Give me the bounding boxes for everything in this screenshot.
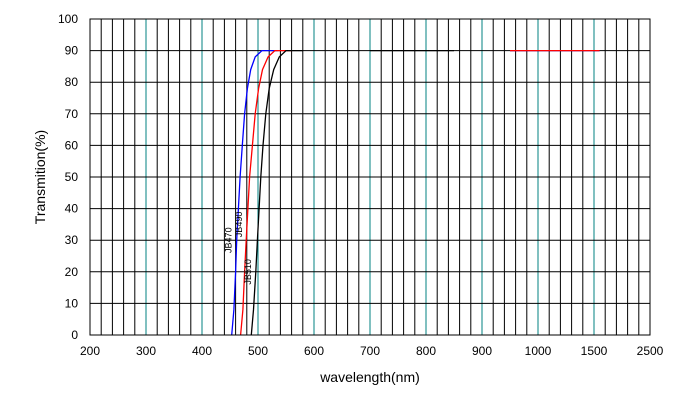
- x-tick-label: 1500: [581, 344, 608, 358]
- x-tick-label: 1000: [525, 344, 552, 358]
- x-tick-label: 700: [360, 344, 380, 358]
- chart-series: [231, 49, 600, 336]
- x-tick-label: 900: [472, 344, 492, 358]
- y-tick-label: 30: [65, 233, 79, 247]
- y-tick-label: 90: [65, 44, 79, 58]
- y-tick-label: 40: [65, 202, 79, 216]
- y-tick-label: 100: [58, 12, 78, 26]
- series-line-jb490: [239, 49, 292, 336]
- y-tick-label: 0: [71, 328, 78, 342]
- series-label-jb490: JB490: [234, 212, 244, 238]
- series-line-jb510: [250, 49, 303, 336]
- y-tick-label: 60: [65, 138, 79, 152]
- x-axis-label: wavelength(nm): [319, 369, 420, 385]
- plot-frame: [89, 18, 651, 336]
- series-label-jb470: JB470: [224, 227, 234, 253]
- y-tick-label: 80: [65, 75, 79, 89]
- y-tick-label: 10: [65, 296, 79, 310]
- x-tick-label: 500: [248, 344, 268, 358]
- x-tick-label: 600: [304, 344, 324, 358]
- x-tick-label: 400: [192, 344, 212, 358]
- y-tick-label: 50: [65, 170, 79, 184]
- series-line-jb470: [231, 49, 278, 336]
- x-tick-label: 300: [136, 344, 156, 358]
- y-axis-label: Transmition(%): [32, 130, 48, 224]
- y-tick-label: 20: [65, 265, 79, 279]
- series-label-jb510: JB510: [243, 259, 253, 285]
- y-tick-label: 70: [65, 107, 79, 121]
- x-tick-label: 200: [80, 344, 100, 358]
- chart-labels: 0 10 20 30 40 50 60 70 80 90 100 200 300 400 500 600 700…: [58, 12, 664, 358]
- x-tick-label: 2500: [637, 344, 664, 358]
- x-tick-label: 800: [416, 344, 436, 358]
- chart-grid: [90, 19, 650, 335]
